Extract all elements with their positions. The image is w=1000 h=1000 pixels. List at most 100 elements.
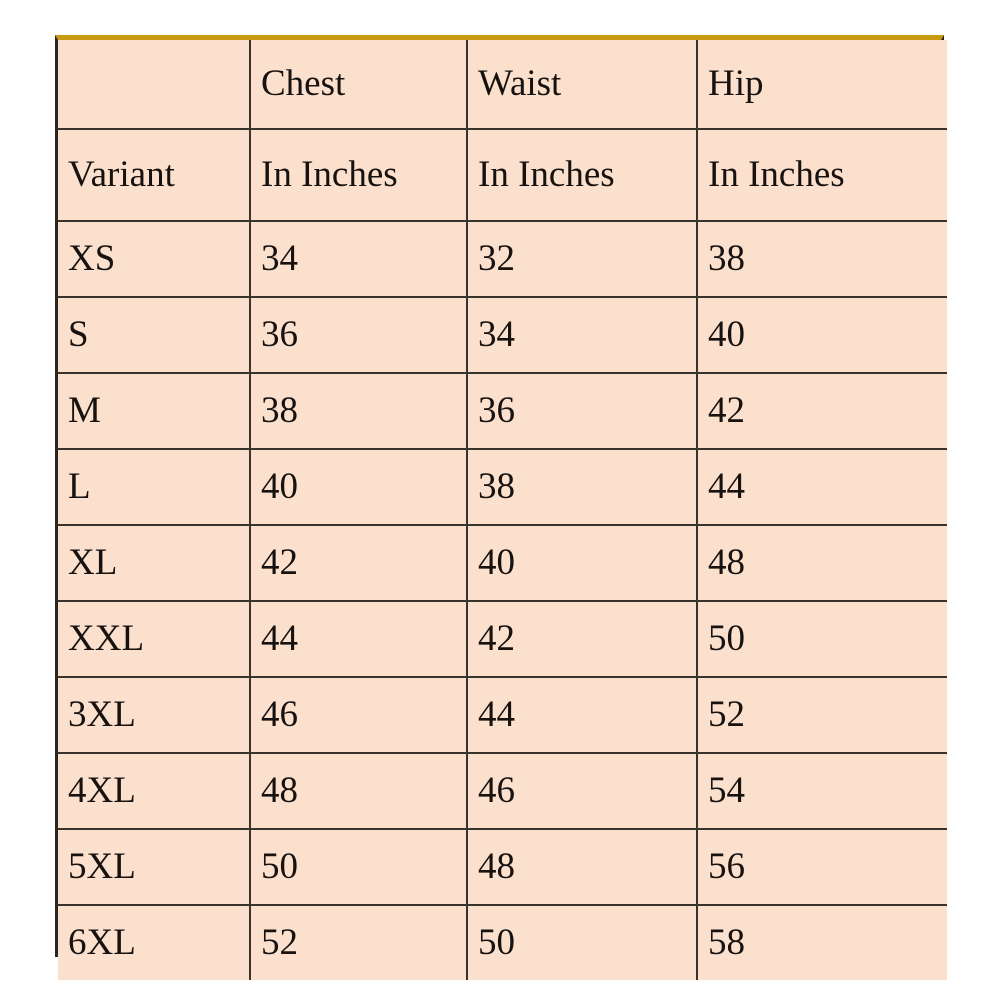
waist-value: 48 — [478, 845, 515, 887]
variant-value: 3XL — [68, 693, 136, 735]
measure-header-row: Chest Waist Hip — [58, 40, 947, 130]
waist-value: 40 — [478, 541, 515, 583]
variant-value: XS — [68, 237, 116, 279]
cell-waist: 40 — [466, 524, 698, 602]
header-variant-cell: Variant — [58, 128, 251, 222]
size-chart-table: Chest Waist Hip Variant In Inches — [58, 40, 947, 980]
header-waist-label: Waist — [478, 62, 562, 104]
variant-value: S — [68, 313, 89, 355]
table-row: S 36 34 40 — [58, 296, 947, 374]
chest-value: 40 — [261, 465, 298, 507]
cell-waist: 34 — [466, 296, 698, 374]
table-row: 3XL 46 44 52 — [58, 676, 947, 754]
cell-chest: 52 — [249, 904, 468, 980]
cell-waist: 42 — [466, 600, 698, 678]
hip-value: 56 — [708, 845, 745, 887]
cell-waist: 50 — [466, 904, 698, 980]
table-row: XL 42 40 48 — [58, 524, 947, 602]
hip-value: 42 — [708, 389, 745, 431]
waist-value: 44 — [478, 693, 515, 735]
waist-value: 36 — [478, 389, 515, 431]
header-hip-cell: Hip — [696, 40, 947, 130]
hip-value: 44 — [708, 465, 745, 507]
chest-value: 38 — [261, 389, 298, 431]
table-row: M 38 36 42 — [58, 372, 947, 450]
cell-hip: 56 — [696, 828, 947, 906]
hip-value: 54 — [708, 769, 745, 811]
cell-variant: 4XL — [58, 752, 251, 830]
cell-waist: 38 — [466, 448, 698, 526]
cell-chest: 38 — [249, 372, 468, 450]
variant-value: XXL — [68, 617, 145, 659]
variant-value: 4XL — [68, 769, 136, 811]
cell-chest: 46 — [249, 676, 468, 754]
header-chest-label: Chest — [261, 62, 346, 104]
cell-chest: 36 — [249, 296, 468, 374]
cell-hip: 48 — [696, 524, 947, 602]
header-waist-cell: Waist — [466, 40, 698, 130]
variant-value: 6XL — [68, 921, 136, 963]
cell-hip: 38 — [696, 220, 947, 298]
hip-value: 50 — [708, 617, 745, 659]
cell-waist: 32 — [466, 220, 698, 298]
cell-hip: 42 — [696, 372, 947, 450]
cell-hip: 44 — [696, 448, 947, 526]
table-row: 6XL 52 50 58 — [58, 904, 947, 980]
waist-value: 38 — [478, 465, 515, 507]
waist-value: 42 — [478, 617, 515, 659]
header-waist-unit-label: In Inches — [478, 153, 615, 195]
size-chart-table-frame: Chest Waist Hip Variant In Inches — [55, 35, 947, 980]
header-waist-unit-cell: In Inches — [466, 128, 698, 222]
table-row: 5XL 50 48 56 — [58, 828, 947, 906]
cell-hip: 52 — [696, 676, 947, 754]
waist-value: 32 — [478, 237, 515, 279]
cell-variant: 5XL — [58, 828, 251, 906]
cell-hip: 50 — [696, 600, 947, 678]
cell-hip: 58 — [696, 904, 947, 980]
table-row: 4XL 48 46 54 — [58, 752, 947, 830]
header-corner-cell — [58, 40, 251, 130]
unit-header-row: Variant In Inches In Inches In Inches — [58, 128, 947, 222]
cell-waist: 48 — [466, 828, 698, 906]
cell-waist: 46 — [466, 752, 698, 830]
header-chest-unit-cell: In Inches — [249, 128, 468, 222]
table-row: L 40 38 44 — [58, 448, 947, 526]
cell-hip: 54 — [696, 752, 947, 830]
chest-value: 50 — [261, 845, 298, 887]
chest-value: 48 — [261, 769, 298, 811]
cell-chest: 34 — [249, 220, 468, 298]
cell-variant: 3XL — [58, 676, 251, 754]
chest-value: 42 — [261, 541, 298, 583]
hip-value: 48 — [708, 541, 745, 583]
cell-variant: XL — [58, 524, 251, 602]
cell-variant: 6XL — [58, 904, 251, 980]
cell-chest: 40 — [249, 448, 468, 526]
header-hip-unit-cell: In Inches — [696, 128, 947, 222]
header-hip-unit-label: In Inches — [708, 153, 845, 195]
chest-value: 46 — [261, 693, 298, 735]
cell-hip: 40 — [696, 296, 947, 374]
variant-value: XL — [68, 541, 118, 583]
chest-value: 52 — [261, 921, 298, 963]
chest-value: 34 — [261, 237, 298, 279]
cell-waist: 44 — [466, 676, 698, 754]
cell-variant: S — [58, 296, 251, 374]
waist-value: 50 — [478, 921, 515, 963]
cell-variant: XS — [58, 220, 251, 298]
cell-variant: L — [58, 448, 251, 526]
cell-variant: M — [58, 372, 251, 450]
table-row: XXL 44 42 50 — [58, 600, 947, 678]
header-chest-unit-label: In Inches — [261, 153, 398, 195]
cell-chest: 42 — [249, 524, 468, 602]
cell-chest: 44 — [249, 600, 468, 678]
header-variant-label: Variant — [68, 153, 175, 195]
chest-value: 44 — [261, 617, 298, 659]
variant-value: L — [68, 465, 91, 507]
cell-waist: 36 — [466, 372, 698, 450]
header-hip-label: Hip — [708, 62, 764, 104]
variant-value: 5XL — [68, 845, 136, 887]
waist-value: 46 — [478, 769, 515, 811]
hip-value: 52 — [708, 693, 745, 735]
table-row: XS 34 32 38 — [58, 220, 947, 298]
